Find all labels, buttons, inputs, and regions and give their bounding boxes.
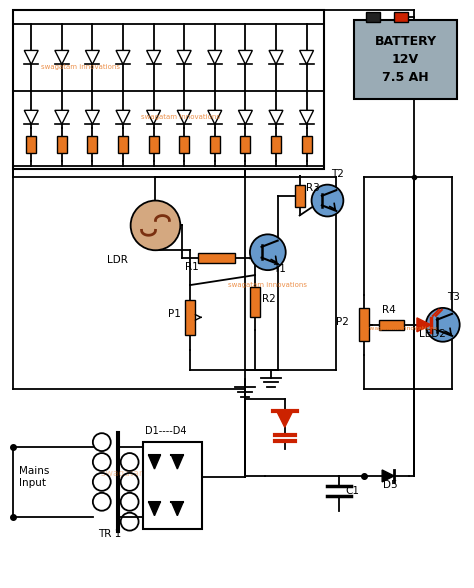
Polygon shape [277, 412, 292, 427]
Polygon shape [238, 51, 252, 64]
Text: TR 1: TR 1 [98, 529, 121, 539]
Text: R4: R4 [382, 305, 395, 315]
Polygon shape [85, 111, 100, 124]
Bar [379, 320, 404, 330]
Polygon shape [55, 51, 69, 64]
Bar [57, 136, 67, 153]
Text: LDR: LDR [107, 255, 128, 265]
Polygon shape [55, 111, 69, 124]
Polygon shape [177, 51, 191, 64]
Polygon shape [116, 111, 130, 124]
Polygon shape [269, 111, 283, 124]
Polygon shape [382, 470, 394, 482]
Bar [26, 136, 36, 153]
Polygon shape [146, 51, 161, 64]
Bar [359, 309, 369, 341]
Polygon shape [300, 51, 313, 64]
Polygon shape [417, 318, 431, 332]
Text: D1----D4: D1----D4 [145, 426, 186, 436]
Text: P1: P1 [168, 309, 181, 319]
Bar [394, 12, 408, 22]
Bar [179, 136, 189, 153]
Text: T2: T2 [331, 169, 344, 179]
Bar [143, 442, 202, 529]
Circle shape [426, 308, 460, 342]
Polygon shape [177, 111, 191, 124]
Text: R3: R3 [306, 183, 319, 193]
Text: swagatam innovations: swagatam innovations [366, 326, 438, 331]
Text: swagatam innovations: swagatam innovations [141, 114, 219, 120]
Bar [271, 136, 281, 153]
Bar [13, 9, 325, 169]
Circle shape [131, 201, 180, 250]
Text: D5: D5 [383, 480, 398, 490]
Bar [185, 300, 195, 335]
Polygon shape [24, 111, 38, 124]
Text: P2: P2 [337, 317, 349, 327]
Text: swagatam innovations: swagatam innovations [41, 64, 120, 71]
Circle shape [250, 235, 286, 270]
Bar [366, 12, 380, 22]
Bar [198, 253, 235, 263]
Bar [118, 136, 128, 153]
Polygon shape [172, 455, 183, 469]
Polygon shape [148, 502, 161, 516]
Text: R2: R2 [262, 295, 275, 305]
Polygon shape [208, 111, 222, 124]
Bar [250, 288, 260, 318]
Bar [240, 136, 250, 153]
Text: BATTERY
12V
7.5 AH: BATTERY 12V 7.5 AH [374, 35, 437, 84]
Bar [295, 185, 305, 206]
Text: swagatam innovations: swagatam innovations [228, 282, 307, 288]
Text: T3: T3 [447, 292, 460, 302]
Polygon shape [85, 51, 100, 64]
Polygon shape [146, 111, 161, 124]
Polygon shape [238, 111, 252, 124]
Polygon shape [208, 51, 222, 64]
Bar [354, 19, 457, 99]
Text: C1: C1 [346, 486, 359, 496]
Polygon shape [300, 111, 313, 124]
Polygon shape [148, 455, 161, 469]
Polygon shape [269, 51, 283, 64]
Bar [149, 136, 159, 153]
Polygon shape [24, 51, 38, 64]
Circle shape [311, 185, 343, 216]
Text: Mains
Input: Mains Input [19, 466, 50, 487]
Text: LED2: LED2 [419, 329, 446, 339]
Polygon shape [116, 51, 130, 64]
Text: T1: T1 [273, 264, 286, 274]
Bar [210, 136, 220, 153]
Bar [301, 136, 311, 153]
Bar [87, 136, 97, 153]
Text: R1: R1 [185, 262, 199, 272]
Polygon shape [172, 502, 183, 516]
Text: swagatam innovations: swagatam innovations [101, 469, 203, 478]
